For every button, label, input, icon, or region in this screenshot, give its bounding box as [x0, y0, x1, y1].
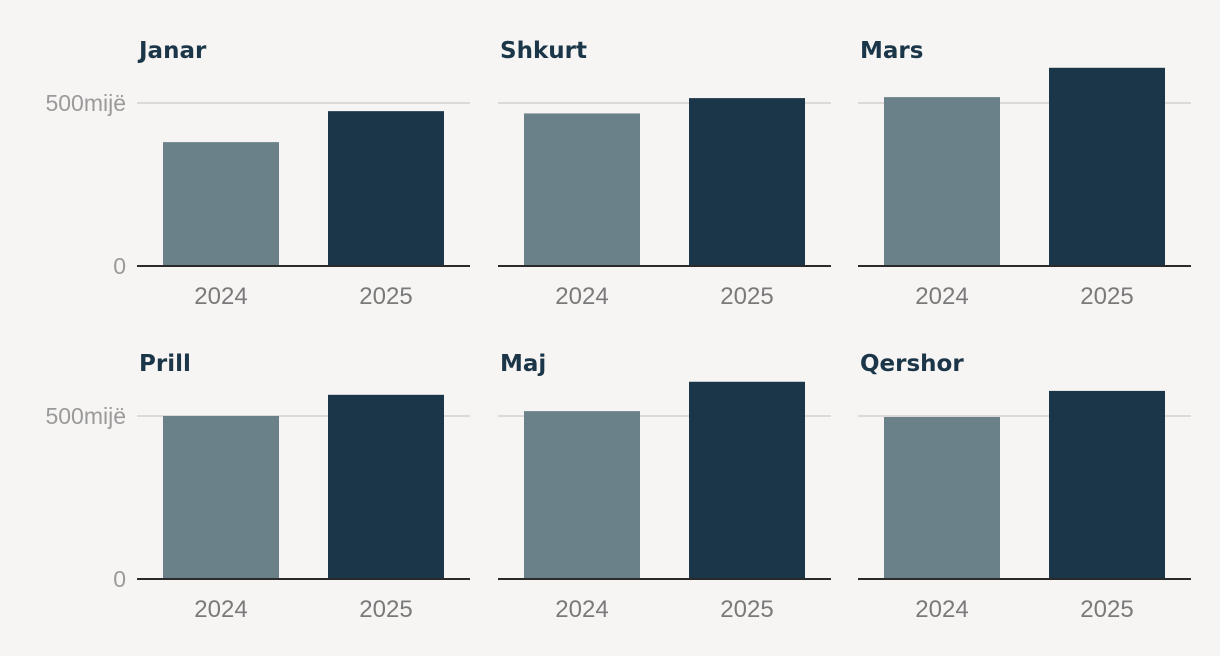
panel-title: Janar [137, 38, 207, 64]
x-tick-label: 2024 [194, 596, 247, 623]
x-tick-label: 2025 [1080, 283, 1133, 310]
x-tick-label: 2024 [194, 283, 247, 310]
panel-maj: Maj 2024 2025 [498, 351, 831, 623]
bar-2025 [328, 394, 444, 579]
panel-prill: Prill 0 500mijë 2024 2025 [45, 351, 470, 623]
x-tick-label: 2025 [359, 596, 412, 623]
bar-2024 [163, 416, 279, 579]
bar-2025 [689, 381, 805, 579]
panel-title: Maj [500, 351, 546, 377]
bar-2024 [163, 142, 279, 266]
bar-2024 [884, 416, 1000, 579]
y-tick-label: 0 [113, 566, 126, 592]
x-tick-label: 2025 [720, 596, 773, 623]
panel-title: Mars [860, 38, 923, 64]
y-tick-label: 500mijë [45, 403, 126, 429]
panel-mars: Mars 2024 2025 [858, 38, 1191, 310]
bar-2024 [524, 411, 640, 579]
bar-2024 [884, 97, 1000, 266]
bar-2024 [524, 113, 640, 266]
x-tick-label: 2025 [720, 283, 773, 310]
panel-title: Prill [139, 351, 191, 377]
panel-qershor: Qershor 2024 2025 [858, 351, 1191, 623]
x-tick-label: 2024 [555, 596, 608, 623]
panel-janar: Janar 0 500mijë 2024 2025 [45, 38, 470, 310]
bar-2025 [1049, 390, 1165, 579]
x-tick-label: 2024 [915, 283, 968, 310]
panel-title: Qershor [860, 351, 964, 377]
y-tick-label: 500mijë [45, 90, 126, 116]
x-tick-label: 2025 [359, 283, 412, 310]
y-tick-label: 0 [113, 253, 126, 279]
panel-shkurt: Shkurt 2024 2025 [498, 38, 831, 310]
x-tick-label: 2024 [915, 596, 968, 623]
bar-2025 [328, 111, 444, 267]
bar-2025 [1049, 67, 1165, 267]
x-tick-label: 2024 [555, 283, 608, 310]
panel-title: Shkurt [500, 38, 587, 64]
x-tick-label: 2025 [1080, 596, 1133, 623]
bar-2025 [689, 98, 805, 266]
